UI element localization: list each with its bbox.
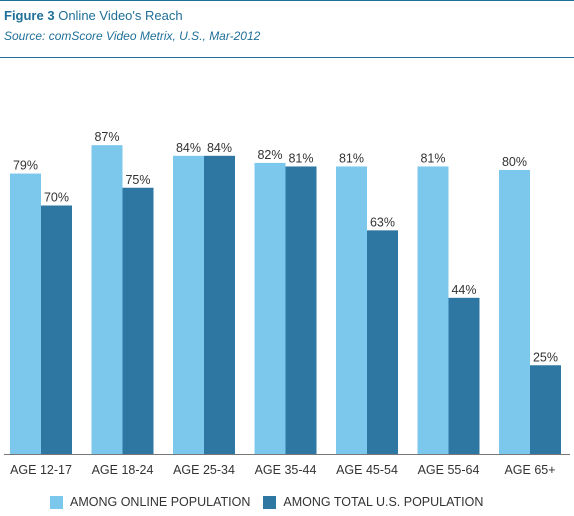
x-tick-label-1: AGE 12-17 bbox=[10, 463, 72, 477]
legend-label-online: AMONG ONLINE POPULATION bbox=[70, 495, 251, 509]
data-label-total-2: 75% bbox=[125, 173, 150, 187]
data-label-total-7: 25% bbox=[533, 350, 558, 364]
data-label-total-3: 84% bbox=[207, 141, 232, 155]
bar-total-7 bbox=[530, 365, 561, 454]
legend-swatch-total bbox=[263, 495, 277, 509]
top-rule bbox=[0, 0, 574, 1]
x-tick-label-5: AGE 45-54 bbox=[336, 463, 398, 477]
data-label-total-1: 70% bbox=[44, 191, 69, 205]
bar-online-6 bbox=[417, 166, 449, 454]
header-rule bbox=[0, 57, 574, 58]
data-label-online-7: 80% bbox=[502, 155, 527, 169]
bar-total-5 bbox=[367, 230, 398, 454]
data-label-online-3: 84% bbox=[176, 141, 201, 155]
figure-title: Online Video's Reach bbox=[58, 8, 183, 23]
bar-online-3 bbox=[173, 155, 204, 455]
bar-online-5 bbox=[336, 166, 367, 454]
legend-label-total: AMONG TOTAL U.S. POPULATION bbox=[283, 495, 484, 509]
bar-online-4 bbox=[254, 162, 286, 454]
bar-total-2 bbox=[122, 187, 154, 454]
bar-online-1 bbox=[10, 173, 41, 455]
chart-header: Figure 3 Online Video's Reach Source: co… bbox=[4, 8, 570, 44]
legend-item-total: AMONG TOTAL U.S. POPULATION bbox=[263, 495, 483, 509]
bar-online-2 bbox=[91, 145, 123, 454]
data-label-online-4: 82% bbox=[257, 148, 282, 162]
x-tick-label-6: AGE 55-64 bbox=[418, 463, 480, 477]
figure-label: Figure 3 bbox=[4, 8, 55, 23]
bar-total-3 bbox=[204, 155, 235, 455]
legend-swatch-online bbox=[50, 495, 63, 509]
bar-total-1 bbox=[41, 205, 72, 454]
x-tick-label-3: AGE 25-34 bbox=[173, 463, 235, 477]
bar-online-7 bbox=[499, 170, 530, 454]
data-label-online-1: 79% bbox=[13, 159, 38, 173]
legend-item-online: AMONG ONLINE POPULATION bbox=[50, 495, 250, 509]
data-label-online-2: 87% bbox=[94, 130, 119, 144]
bar-total-4 bbox=[285, 166, 317, 454]
x-tick-label-7: AGE 65+ bbox=[504, 463, 555, 477]
data-label-online-6: 81% bbox=[420, 151, 445, 165]
bar-chart: 79% 70% AGE 12-17 87% 75% AGE 18-24 84% 84% AGE … bbox=[4, 130, 570, 477]
data-label-total-6: 44% bbox=[451, 283, 476, 297]
data-label-total-4: 81% bbox=[288, 151, 313, 165]
chart-legend: AMONG ONLINE POPULATION AMONG TOTAL U.S.… bbox=[50, 493, 483, 511]
x-tick-label-2: AGE 18-24 bbox=[92, 463, 154, 477]
chart-source: Source: comScore Video Metrix, U.S., Mar… bbox=[4, 29, 261, 43]
chart-title: Figure 3 Online Video's Reach bbox=[4, 8, 570, 24]
data-label-online-5: 81% bbox=[339, 151, 364, 165]
bar-total-6 bbox=[448, 297, 480, 454]
x-tick-label-4: AGE 35-44 bbox=[255, 463, 317, 477]
data-label-total-5: 63% bbox=[370, 215, 395, 229]
